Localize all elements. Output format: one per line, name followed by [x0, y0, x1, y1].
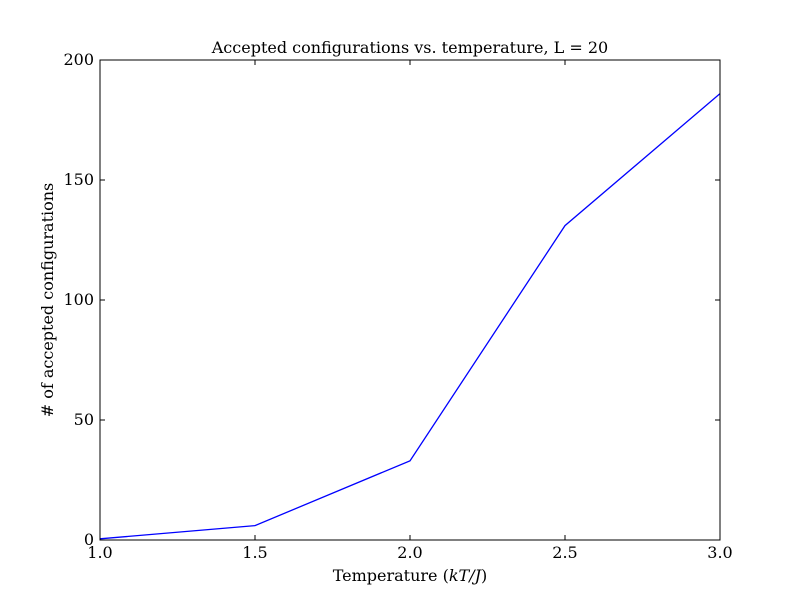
x-tick-label: 1.5	[242, 543, 267, 562]
plot-frame	[99, 59, 721, 541]
y-tick-label: 100	[63, 290, 94, 309]
series-line-0	[99, 93, 721, 540]
chart-title: Accepted configurations vs. temperature,…	[211, 38, 608, 57]
x-axis-label-math: kT/J	[449, 566, 483, 585]
x-axis-label-prefix: Temperature (	[333, 566, 449, 585]
x-axis-label-suffix: )	[481, 566, 487, 585]
x-tick-label: 3.0	[707, 543, 732, 562]
y-axis-label: # of accepted configurations	[38, 183, 57, 418]
x-tick-label: 2.5	[552, 543, 577, 562]
y-tick-label: 150	[63, 170, 94, 189]
plot-area: 1.0 1.5 2.0 2.5 3.0 0 50 100 150 200	[63, 50, 732, 562]
y-tick-label: 0	[84, 530, 94, 549]
x-tick-label: 2.0	[397, 543, 422, 562]
x-tick-label: 1.0	[87, 543, 112, 562]
x-axis-label: Temperature (kT/J)	[333, 566, 488, 585]
y-tick-label: 50	[74, 410, 94, 429]
y-tick-label: 200	[63, 50, 94, 69]
